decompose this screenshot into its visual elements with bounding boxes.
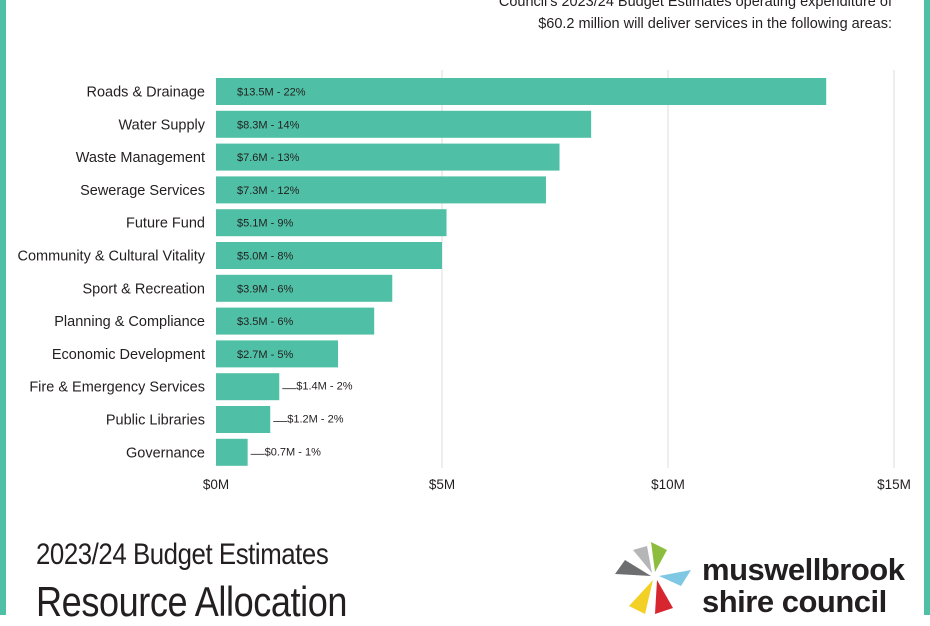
bar: [216, 340, 339, 368]
data-label: $1.4M - 2%: [296, 381, 352, 393]
bar: [216, 176, 546, 204]
bar: [216, 78, 827, 105]
data-label: $7.3M - 12%: [237, 185, 300, 197]
bar: [216, 242, 442, 269]
bar: [216, 143, 560, 171]
category-label: Planning & Compliance: [54, 314, 205, 330]
data-label: $1.2M - 2%: [287, 414, 343, 426]
data-label: $2.7M - 5%: [237, 349, 293, 361]
data-label: $13.5M - 22%: [237, 87, 306, 99]
x-tick-label: $15M: [877, 477, 911, 492]
x-tick-label: $0M: [203, 477, 229, 492]
x-tick-label: $10M: [651, 477, 685, 492]
category-label: Fire & Emergency Services: [29, 380, 205, 396]
header-line-1: Council’s 2023/24 Budget Estimates opera…: [498, 0, 892, 10]
category-label: Sport & Recreation: [82, 281, 205, 297]
category-label: Public Libraries: [106, 413, 205, 429]
category-label: Community & Cultural Vitality: [18, 249, 206, 265]
bar: [216, 373, 280, 401]
category-label: Waste Management: [76, 150, 205, 166]
chart-header: Council’s 2023/24 Budget Estimates opera…: [372, 0, 892, 35]
bar: [216, 274, 393, 302]
header-line-2: $60.2 million will deliver services in t…: [538, 16, 892, 32]
category-label: Economic Development: [52, 347, 205, 363]
category-label: Water Supply: [119, 117, 206, 133]
data-label: $7.6M - 13%: [237, 152, 300, 164]
logo-text-line-2: shire council: [702, 584, 887, 619]
bar: [216, 110, 592, 138]
bar: [216, 307, 375, 335]
footer-subtitle: 2023/24 Budget Estimates: [36, 538, 329, 571]
bar: [216, 406, 271, 433]
category-label: Roads & Drainage: [87, 85, 206, 101]
category-label: Sewerage Services: [80, 183, 205, 199]
data-label: $3.9M - 6%: [237, 283, 293, 295]
council-logo: muswellbrook shire council: [612, 538, 912, 619]
council-logo-mark: [615, 542, 691, 614]
frame-right-border: [924, 0, 930, 615]
data-label: $5.0M - 8%: [237, 251, 293, 263]
bar: [216, 209, 447, 237]
category-label: Future Fund: [126, 216, 205, 232]
x-tick-label: $5M: [429, 477, 455, 492]
data-label: $0.7M - 1%: [265, 446, 321, 458]
frame-left-border: [0, 0, 6, 615]
logo-text-line-1: muswellbrook: [702, 552, 905, 587]
footer-title: Resource Allocation: [36, 578, 348, 625]
data-label: $3.5M - 6%: [237, 316, 293, 328]
bar: [216, 438, 248, 466]
data-label: $5.1M - 9%: [237, 218, 293, 230]
data-label: $8.3M - 14%: [237, 119, 300, 131]
category-label: Governance: [126, 445, 205, 461]
